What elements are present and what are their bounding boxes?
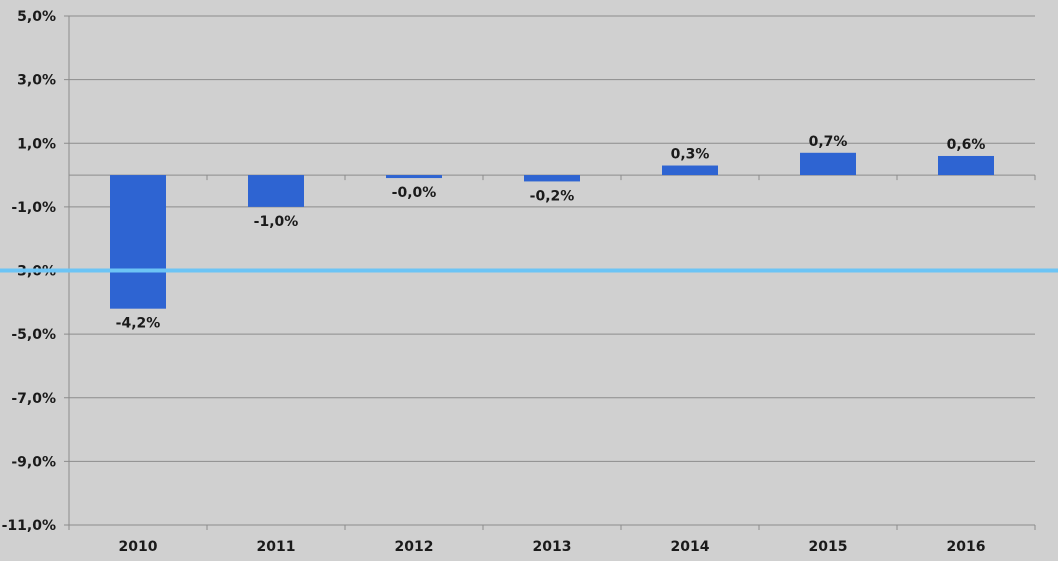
- data-label-2015: 0,7%: [809, 134, 848, 150]
- y-tick-label: -1,0%: [11, 200, 56, 216]
- x-tick-label-2013: 2013: [533, 539, 572, 555]
- data-label-2011: -1,0%: [254, 214, 299, 230]
- x-tick-label-2014: 2014: [671, 539, 710, 555]
- y-tick-label: 5,0%: [17, 9, 56, 25]
- y-tick-label: 3,0%: [17, 73, 56, 89]
- y-tick-label: -9,0%: [11, 454, 56, 470]
- bars: [110, 152, 994, 309]
- bar-2012: [386, 175, 442, 179]
- data-label-2016: 0,6%: [947, 137, 986, 153]
- data-label-2012: -0,0%: [392, 185, 437, 201]
- data-label-2014: 0,3%: [671, 147, 710, 163]
- bar-2014: [662, 165, 718, 176]
- bar-2016: [938, 155, 994, 176]
- x-tick-label-2010: 2010: [119, 539, 158, 555]
- data-labels: -4,2% -1,0% -0,0% -0,2% 0,3% 0,7% 0,6%: [116, 134, 986, 332]
- bar-2015: [800, 152, 856, 176]
- x-tick-label-2016: 2016: [947, 539, 986, 555]
- bar-2013: [524, 175, 580, 182]
- data-label-2013: -0,2%: [530, 188, 575, 204]
- y-tick-label: -5,0%: [11, 327, 56, 343]
- bar-2010: [110, 175, 166, 309]
- y-tick-label: -7,0%: [11, 391, 56, 407]
- x-tick-label-2015: 2015: [809, 539, 848, 555]
- bar-2011: [248, 175, 304, 207]
- x-tick-label-2012: 2012: [395, 539, 434, 555]
- y-tick-label: 1,0%: [17, 136, 56, 152]
- axes: 5,0%3,0%1,0%-1,0%-3,0%-5,0%-7,0%-9,0%-11…: [2, 9, 1036, 555]
- data-label-2010: -4,2%: [116, 316, 161, 332]
- y-tick-label: -11,0%: [2, 518, 56, 534]
- x-tick-label-2011: 2011: [257, 539, 296, 555]
